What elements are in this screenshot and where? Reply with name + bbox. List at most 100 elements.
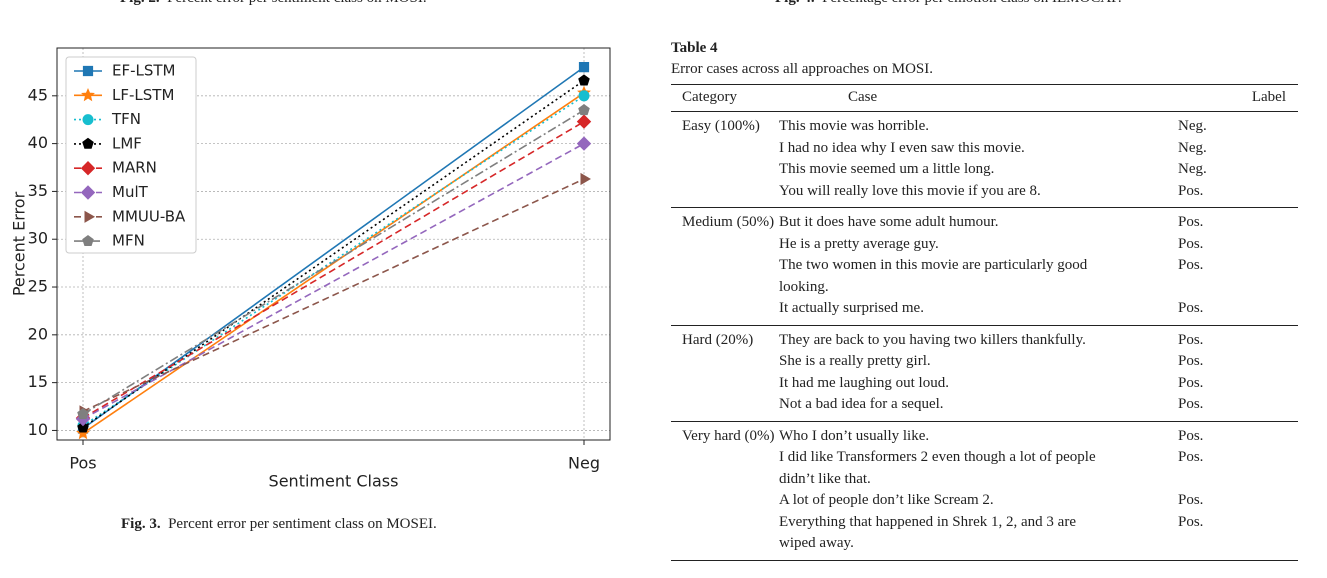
legend-label: MMUU-BA (112, 207, 186, 225)
label-cell: Neg. (1178, 118, 1207, 134)
label-cell: Pos. (1178, 374, 1204, 391)
point-marker (580, 172, 591, 186)
table-header: Category Case Label (671, 84, 1298, 112)
series-line (82, 92, 585, 434)
legend-label: MARN (112, 159, 157, 177)
x-tick-label: Pos (69, 454, 96, 473)
x-axis-label: Sentiment Class (269, 472, 399, 491)
series-line (82, 109, 585, 415)
category-cell: Hard (20%) (682, 331, 754, 348)
point-marker (76, 426, 90, 440)
table: Table 4 Error cases across all approache… (671, 38, 1298, 561)
y-tick-label: 15 (28, 372, 48, 391)
label-cell: Pos. (1178, 331, 1204, 348)
category-cell: Easy (100%) (682, 118, 760, 134)
y-axis-label: Percent Error (10, 191, 29, 296)
series-line (82, 66, 585, 430)
caption-label: Fig. 4. (775, 0, 815, 6)
case-cell: Everything that happened in Shrek 1, 2, … (779, 513, 1076, 552)
case-cell: It had me laughing out loud. (779, 374, 949, 391)
case-cell: The two women in this movie are particul… (779, 257, 1088, 295)
series (77, 74, 590, 433)
caption-label: Fig. 3. (121, 516, 161, 532)
table-row: They are back to you having two killers … (779, 330, 1298, 352)
legend-marker (80, 160, 96, 176)
header-cell: Case (848, 89, 878, 106)
series-line (82, 142, 585, 420)
label-cell: Pos. (1178, 182, 1204, 199)
case-cell: They are back to you having two killers … (779, 331, 1086, 348)
case-cell: Who I don’t usually like. (779, 427, 930, 444)
case-cell: It actually surprised me. (779, 300, 924, 316)
legend-marker (82, 114, 94, 126)
table-body: Easy (100%) This movie was horrible. Neg. I… (671, 112, 1298, 561)
legend-label: LMF (112, 134, 142, 152)
legend-label: EF-LSTM (112, 62, 176, 80)
series-line (82, 120, 585, 419)
table-caption: Error cases across all approaches on MOS… (671, 61, 933, 77)
point-marker (578, 90, 590, 102)
point-marker (578, 103, 590, 116)
label-cell: Pos. (1178, 214, 1204, 230)
table-row: This movie was horrible. Neg. (779, 116, 1298, 138)
header-cell: Category (682, 89, 737, 106)
label-cell: Pos. (1178, 235, 1204, 252)
y-tick-label: 10 (28, 420, 48, 439)
case-cell: She is a really pretty girl. (779, 353, 931, 369)
point-marker (77, 408, 89, 420)
legend-box (65, 56, 197, 254)
table-row: She is a really pretty girl. Pos. (779, 351, 1298, 373)
top-caption: Fig. 2. Percent error per sentiment clas… (120, 0, 427, 7)
table-row: Everything that happened in Shrek 1, 2, … (779, 512, 1298, 555)
label-cell: Neg. (1178, 161, 1207, 177)
point-marker (576, 114, 592, 129)
case-cell: I had no idea why I even saw this movie. (779, 139, 1025, 156)
row-group: Very hard (0%) Who I don’t usually like. P… (671, 422, 1298, 561)
point-marker (578, 74, 590, 86)
table-row: The two women in this movie are particul… (779, 255, 1298, 298)
table-row: You will really love this movie if you a… (779, 181, 1298, 203)
row-group: Medium (50%) But it does have some adult … (671, 208, 1298, 326)
plot-frame (56, 47, 611, 441)
point-marker (77, 421, 89, 433)
group-rows: This movie was horrible. Neg. I had no ide… (779, 116, 1298, 202)
case-cell: But it does have some adult humour. (779, 214, 999, 230)
legend-marker (81, 88, 95, 102)
legend-marker (84, 210, 95, 223)
series-line (82, 79, 585, 429)
series (77, 103, 590, 420)
y-tick-label: 35 (28, 181, 48, 200)
figure-caption: Fig. 3. Percent error per sentiment clas… (121, 516, 437, 533)
label-cell: Pos. (1178, 492, 1204, 508)
y-tick-label: 25 (28, 277, 48, 296)
label-cell: Pos. (1178, 300, 1204, 316)
legend-label: MFN (112, 232, 145, 250)
caption-text: Percentage error per emotion class on IE… (822, 0, 1122, 6)
label-cell: Pos. (1178, 449, 1204, 465)
x-tick-label: Neg (568, 454, 600, 473)
row-group: Easy (100%) This movie was horrible. Neg. I… (671, 112, 1298, 208)
table-row: Not a bad idea for a sequel. Pos. (779, 394, 1298, 416)
y-tick-label: 30 (28, 229, 48, 248)
case-cell: You will really love this movie if you a… (779, 182, 1041, 199)
point-marker (578, 62, 590, 73)
row-group: Hard (20%) They are back to you having tw… (671, 326, 1298, 422)
top-caption: Fig. 4. Percentage error per emotion cla… (775, 0, 1122, 7)
case-cell: This movie seemed um a little long. (779, 161, 995, 177)
case-cell: He is a pretty average guy. (779, 235, 939, 252)
label-cell: Neg. (1178, 139, 1207, 156)
chart: 10 15 20 25 30 35 40 45 Pos Neg Sentiment Class Per… (10, 47, 611, 491)
case-cell: Not a bad idea for a sequel. (779, 396, 944, 412)
legend-marker (82, 65, 94, 77)
table-row: It actually surprised me. Pos. (779, 298, 1298, 320)
table-row: But it does have some adult humour. Pos. (779, 212, 1298, 234)
case-cell: This movie was horrible. (779, 118, 929, 134)
label-cell: Pos. (1178, 257, 1204, 273)
y-tick-label: 40 (28, 133, 48, 152)
legend-marker (82, 234, 94, 246)
header-cell: Label (1251, 89, 1286, 106)
caption-label: Fig. 2. (120, 0, 160, 6)
table-row: He is a pretty average guy. Pos. (779, 234, 1298, 256)
group-rows: But it does have some adult humour. Pos. H… (779, 212, 1298, 320)
